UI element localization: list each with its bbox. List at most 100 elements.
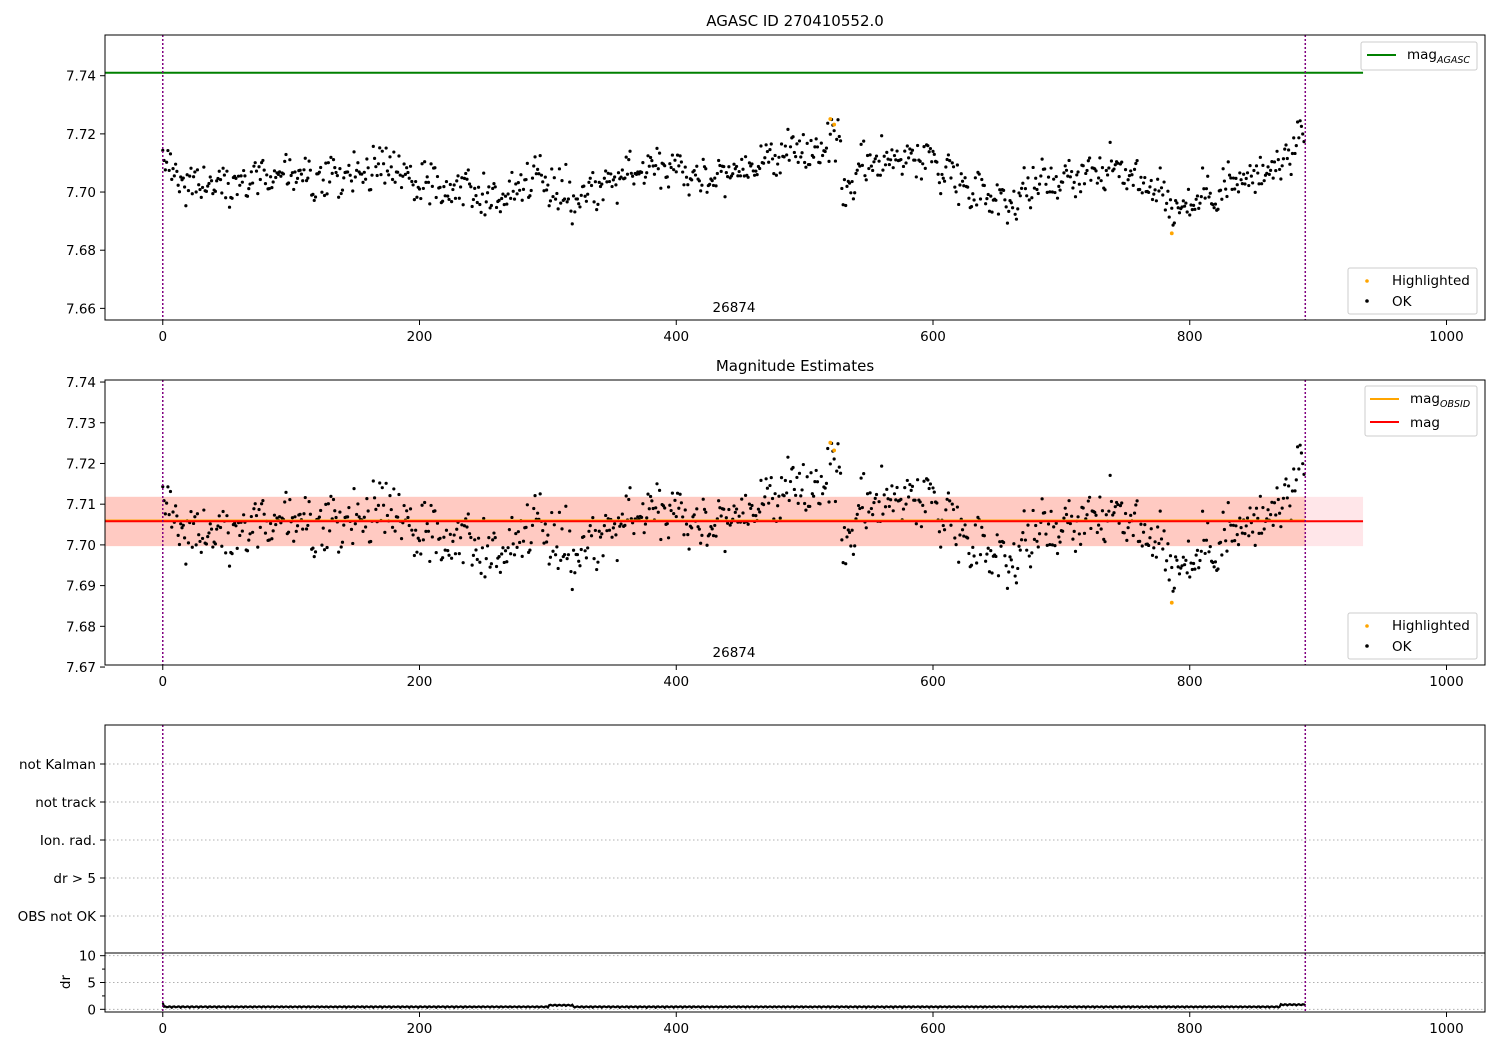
data-point-ok bbox=[946, 153, 951, 157]
data-point-ok bbox=[892, 153, 897, 158]
data-point-ok bbox=[966, 185, 970, 189]
data-point-ok bbox=[1177, 572, 1182, 576]
data-point-ok bbox=[190, 192, 194, 196]
data-point-ok bbox=[880, 134, 884, 138]
data-point-ok bbox=[295, 524, 300, 528]
x-tick-label: 400 bbox=[663, 674, 689, 690]
data-point-ok bbox=[498, 210, 502, 214]
data-point-ok bbox=[711, 534, 716, 538]
data-point-ok bbox=[895, 149, 899, 153]
data-point-ok bbox=[546, 533, 550, 537]
data-point-ok bbox=[1026, 523, 1030, 527]
data-point-ok bbox=[442, 185, 446, 189]
data-point-ok bbox=[357, 515, 361, 519]
data-point-ok bbox=[1292, 467, 1296, 471]
x-tick-label: 400 bbox=[663, 1021, 689, 1037]
data-point-ok bbox=[847, 181, 852, 185]
data-point-ok bbox=[722, 507, 726, 511]
svg-text:magOBSID: magOBSID bbox=[1410, 391, 1470, 410]
data-point-ok bbox=[1105, 173, 1110, 177]
data-point-ok bbox=[333, 509, 337, 513]
data-point-ok bbox=[175, 169, 179, 173]
panel1-title: AGASC ID 270410552.0 bbox=[706, 12, 884, 30]
data-point-ok bbox=[1249, 174, 1253, 178]
x-tick-label: 600 bbox=[920, 674, 946, 690]
data-point-ok bbox=[206, 534, 210, 539]
data-point-ok bbox=[1270, 160, 1274, 164]
data-point-ok bbox=[586, 192, 590, 196]
data-point-ok bbox=[348, 173, 352, 177]
data-point-ok bbox=[235, 546, 239, 551]
data-point-ok bbox=[1261, 163, 1265, 168]
data-point-ok bbox=[1036, 545, 1040, 549]
legend-label-ok: OK bbox=[1392, 294, 1413, 310]
data-point-ok bbox=[605, 529, 609, 533]
data-point-ok bbox=[797, 471, 802, 475]
data-point-ok bbox=[252, 507, 256, 511]
data-point-ok bbox=[1297, 136, 1301, 140]
data-point-ok bbox=[955, 505, 959, 509]
data-point-ok bbox=[692, 513, 696, 517]
x-tick-label: 200 bbox=[407, 674, 433, 690]
data-point-ok bbox=[1190, 567, 1194, 572]
data-point-ok bbox=[713, 523, 717, 528]
data-point-ok bbox=[827, 500, 831, 504]
data-point-ok bbox=[1216, 207, 1220, 211]
data-point-ok bbox=[1226, 501, 1230, 505]
data-point-ok bbox=[1098, 156, 1102, 160]
data-point-ok bbox=[251, 530, 255, 534]
data-point-ok bbox=[1004, 205, 1008, 209]
data-point-ok bbox=[627, 497, 631, 502]
data-point-ok bbox=[524, 525, 528, 529]
data-point-ok bbox=[792, 487, 796, 492]
data-point-ok bbox=[171, 166, 175, 171]
data-point-ok bbox=[732, 162, 736, 166]
data-point-ok bbox=[483, 213, 487, 217]
data-point-ok bbox=[542, 541, 546, 545]
data-point-ok bbox=[821, 153, 825, 158]
data-point-ok bbox=[1285, 156, 1289, 161]
data-point-ok bbox=[240, 180, 244, 184]
data-point-ok bbox=[473, 538, 477, 542]
data-point-ok bbox=[1122, 181, 1126, 186]
data-point-ok bbox=[403, 172, 407, 176]
data-point-ok bbox=[1230, 187, 1234, 191]
data-point-ok bbox=[937, 530, 942, 534]
data-point-ok bbox=[1131, 183, 1135, 187]
data-point-ok bbox=[1256, 171, 1260, 175]
data-point-ok bbox=[989, 549, 993, 553]
data-point-ok bbox=[987, 209, 992, 213]
data-point-ok bbox=[890, 484, 894, 488]
data-point-ok bbox=[441, 556, 445, 560]
data-point-ok bbox=[489, 562, 493, 566]
data-point-ok bbox=[869, 506, 873, 511]
data-point-ok bbox=[1262, 179, 1266, 183]
data-point-ok bbox=[1014, 581, 1019, 585]
data-point-ok bbox=[438, 185, 442, 189]
data-point-ok bbox=[919, 525, 924, 529]
data-point-ok bbox=[619, 522, 623, 526]
data-point-ok bbox=[615, 558, 619, 563]
data-point-ok bbox=[967, 551, 971, 556]
data-point-ok bbox=[1081, 506, 1085, 510]
data-point-ok bbox=[346, 170, 350, 174]
data-point-ok bbox=[560, 179, 564, 183]
data-point-ok bbox=[497, 198, 501, 202]
data-point-ok bbox=[1186, 187, 1191, 191]
data-point-ok bbox=[955, 163, 959, 167]
legend-label-mag-obsid: mag bbox=[1410, 391, 1440, 407]
data-point-ok bbox=[1175, 558, 1179, 562]
data-point-ok bbox=[915, 478, 920, 482]
data-point-ok bbox=[347, 163, 351, 167]
data-point-ok bbox=[317, 170, 321, 174]
data-point-ok bbox=[1288, 162, 1292, 166]
axes-frame bbox=[104, 34, 1486, 321]
data-point-ok bbox=[406, 515, 410, 520]
data-point-ok bbox=[985, 196, 989, 201]
data-point-ok bbox=[697, 527, 701, 531]
x-tick-label: 400 bbox=[663, 329, 689, 345]
data-point-ok bbox=[747, 161, 752, 165]
data-point-ok bbox=[320, 543, 324, 547]
data-point-ok bbox=[1103, 540, 1107, 544]
data-point-ok bbox=[1253, 190, 1257, 194]
